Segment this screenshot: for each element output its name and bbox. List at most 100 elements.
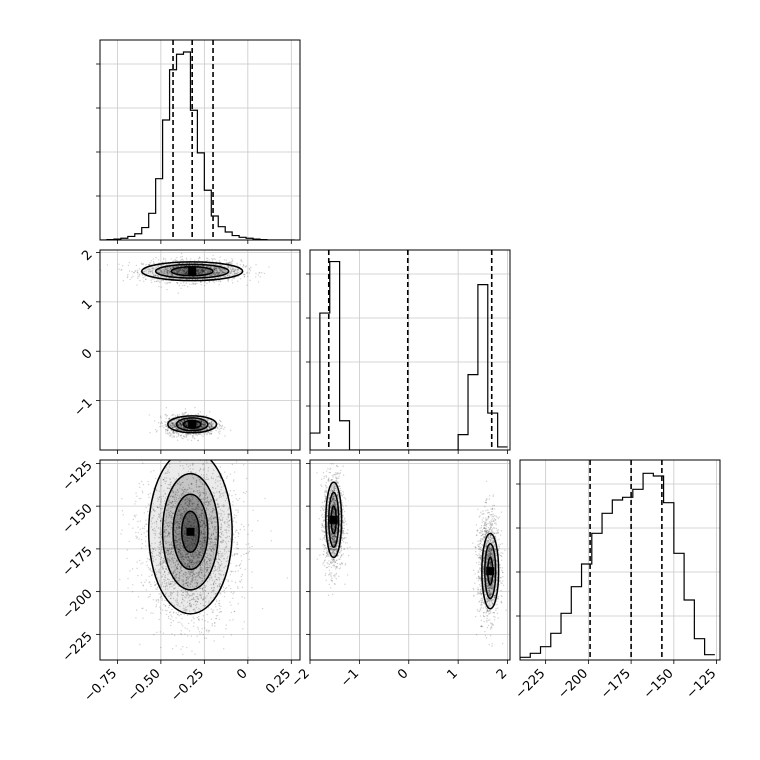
scatter-point (181, 268, 183, 270)
scatter-point (164, 267, 167, 269)
scatter-point (188, 547, 191, 549)
scatter-point (175, 577, 177, 580)
scatter-point (164, 429, 167, 431)
scatter-point (177, 564, 179, 566)
scatter-point (189, 491, 192, 493)
scatter-point (195, 425, 198, 428)
scatter-point (199, 270, 201, 273)
scatter-point (165, 277, 167, 279)
scatter-point (209, 430, 212, 433)
scatter-point (207, 431, 210, 433)
scatter-point (189, 471, 192, 473)
scatter-point (185, 273, 187, 276)
scatter-point (212, 477, 214, 480)
scatter-point (196, 485, 198, 488)
scatter-point (178, 265, 180, 268)
panel-param1-marginal (306, 249, 511, 454)
scatter-point (178, 548, 180, 551)
scatter-point (198, 433, 200, 435)
scatter-point (186, 424, 188, 426)
scatter-point (202, 423, 205, 426)
scatter-point (213, 272, 215, 274)
scatter-point (204, 424, 207, 426)
scatter-point (180, 424, 183, 427)
scatter-point (177, 595, 179, 597)
scatter-point (195, 418, 198, 420)
scatter-point (188, 497, 191, 500)
scatter-point (184, 423, 186, 426)
scatter-point (203, 423, 205, 425)
scatter-point (197, 265, 199, 267)
scatter-point (165, 582, 168, 584)
scatter-point (165, 466, 167, 469)
scatter-point (222, 495, 225, 497)
scatter-point (174, 420, 176, 423)
scatter-point (226, 518, 228, 521)
scatter-point (185, 557, 188, 559)
scatter-point (186, 539, 189, 542)
scatter-point (135, 617, 137, 619)
scatter-point (184, 419, 186, 421)
scatter-point (166, 267, 168, 269)
scatter-point (198, 494, 201, 496)
scatter-point (155, 558, 157, 561)
scatter-point (165, 270, 167, 273)
scatter-point (227, 266, 230, 269)
scatter-point (173, 566, 175, 568)
scatter-point (162, 585, 165, 588)
scatter-point (237, 269, 239, 271)
scatter-point (186, 581, 189, 584)
scatter-point (223, 539, 225, 542)
scatter-point (201, 271, 204, 273)
scatter-point (210, 477, 213, 480)
scatter-point (169, 281, 171, 284)
scatter-point (182, 430, 184, 432)
scatter-point (212, 267, 214, 270)
scatter-point (158, 272, 161, 274)
scatter-point (195, 585, 198, 588)
scatter-point (172, 491, 174, 494)
scatter-point (236, 552, 238, 555)
scatter-point (193, 557, 195, 560)
scatter-point (186, 264, 188, 267)
scatter-point (233, 270, 235, 273)
scatter-point (194, 538, 196, 541)
scatter-point (224, 275, 227, 277)
scatter-point (214, 273, 216, 275)
scatter-point (181, 427, 183, 429)
scatter-point (188, 433, 190, 435)
scatter-point (201, 270, 203, 273)
scatter-point (197, 506, 199, 508)
scatter-point (224, 275, 226, 278)
scatter-point (202, 270, 205, 272)
scatter-point (202, 531, 205, 533)
scatter-point (167, 522, 169, 524)
panel-frame (309, 249, 511, 451)
scatter-point (179, 569, 181, 571)
scatter-point (209, 271, 211, 273)
scatter-point (164, 421, 166, 423)
scatter-point (179, 423, 182, 426)
scatter-point (167, 553, 169, 555)
scatter-point (167, 470, 169, 473)
scatter-point (190, 494, 192, 497)
scatter-point (170, 495, 173, 497)
scatter-point (179, 422, 182, 424)
scatter-point (198, 427, 201, 430)
scatter-point (211, 420, 213, 423)
scatter-point (185, 267, 187, 270)
scatter-point (164, 480, 166, 483)
scatter-point (227, 273, 230, 275)
scatter-point (188, 543, 190, 546)
scatter-point (185, 424, 187, 427)
scatter-point (199, 467, 202, 470)
scatter-point (224, 491, 227, 493)
scatter-point (167, 531, 169, 533)
scatter-point (203, 598, 205, 600)
scatter-point (226, 274, 229, 276)
scatter-point (178, 527, 181, 529)
scatter-point (194, 604, 197, 607)
scatter-point (219, 565, 222, 567)
scatter-point (171, 426, 174, 429)
scatter-point (165, 428, 167, 431)
